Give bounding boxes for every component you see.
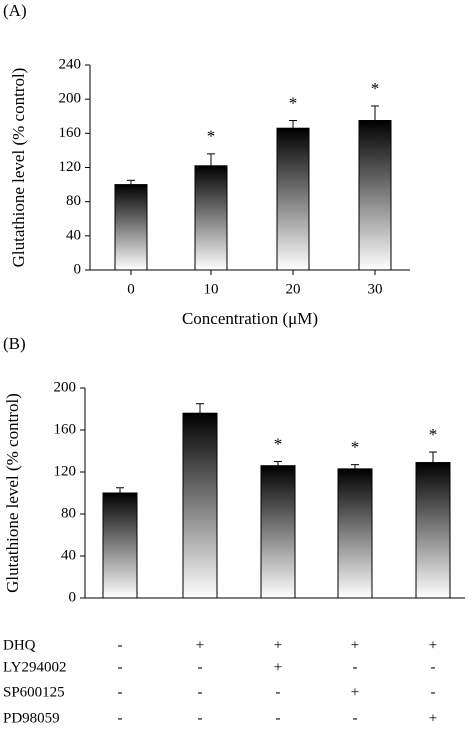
treatment-cell: - xyxy=(353,710,358,726)
y-tick-label: 0 xyxy=(74,261,82,277)
treatment-label: SP600125 xyxy=(3,684,65,700)
bar xyxy=(114,184,148,271)
treatment-cell: - xyxy=(353,659,358,675)
bar xyxy=(194,165,228,271)
panel-label: (A) xyxy=(3,1,27,20)
error-bar xyxy=(127,179,135,185)
bar xyxy=(276,127,310,271)
y-axis-label: Glutathione level (% control) xyxy=(9,68,28,268)
y-tick-label: 200 xyxy=(54,379,77,395)
y-tick-label: 40 xyxy=(61,547,76,563)
x-axis-label: Concentration (μM) xyxy=(182,309,318,328)
treatment-cell: - xyxy=(118,637,123,653)
treatment-cell: - xyxy=(198,684,203,700)
y-tick-label: 200 xyxy=(59,91,82,107)
y-tick-label: 120 xyxy=(54,463,77,479)
error-bar xyxy=(274,461,282,466)
error-bar xyxy=(207,153,215,166)
significance-marker: * xyxy=(351,438,360,457)
treatment-cell: - xyxy=(431,684,436,700)
x-tick-label: 10 xyxy=(204,281,219,297)
treatment-cell: - xyxy=(431,659,436,675)
treatment-cell: + xyxy=(429,637,437,653)
y-tick-label: 160 xyxy=(59,125,82,141)
treatment-cell: - xyxy=(198,710,203,726)
treatment-label: LY294002 xyxy=(3,659,67,675)
treatment-cell: + xyxy=(196,637,204,653)
y-tick-label: 240 xyxy=(59,56,82,72)
bar xyxy=(358,120,392,271)
treatment-cell: - xyxy=(276,710,281,726)
error-bar xyxy=(371,105,379,121)
error-bar xyxy=(429,451,437,463)
x-tick-label: 0 xyxy=(127,281,135,297)
error-bar xyxy=(196,403,204,414)
bar xyxy=(415,462,451,599)
treatment-cell: - xyxy=(276,684,281,700)
y-tick-label: 80 xyxy=(66,193,81,209)
y-tick-label: 120 xyxy=(59,159,82,175)
x-tick-label: 30 xyxy=(368,281,383,297)
treatment-cell: - xyxy=(118,710,123,726)
bar xyxy=(182,412,218,599)
significance-marker: * xyxy=(429,425,438,444)
significance-marker: * xyxy=(207,127,216,146)
treatment-cell: - xyxy=(118,659,123,675)
x-tick-label: 20 xyxy=(286,281,301,297)
treatment-cell: + xyxy=(274,659,282,675)
panel-label: (B) xyxy=(3,334,26,353)
significance-marker: * xyxy=(371,79,380,98)
treatment-cell: + xyxy=(351,637,359,653)
y-tick-label: 160 xyxy=(54,421,77,437)
y-tick-label: 80 xyxy=(61,505,76,521)
significance-marker: * xyxy=(274,434,283,453)
bar xyxy=(260,465,296,599)
y-axis-label: Glutathione level (% control) xyxy=(3,393,22,593)
error-bar xyxy=(351,464,359,469)
significance-marker: * xyxy=(289,93,298,112)
treatment-label: DHQ xyxy=(3,637,36,653)
y-tick-label: 0 xyxy=(69,589,77,605)
treatment-cell: - xyxy=(198,659,203,675)
treatment-cell: + xyxy=(351,684,359,700)
treatment-cell: + xyxy=(429,710,437,726)
error-bar xyxy=(289,120,297,129)
bar xyxy=(102,492,138,599)
treatment-label: PD98059 xyxy=(3,710,60,726)
bar xyxy=(337,468,373,599)
treatment-cell: + xyxy=(274,637,282,653)
error-bar xyxy=(116,487,124,493)
y-tick-label: 40 xyxy=(66,227,81,243)
treatment-cell: - xyxy=(118,684,123,700)
